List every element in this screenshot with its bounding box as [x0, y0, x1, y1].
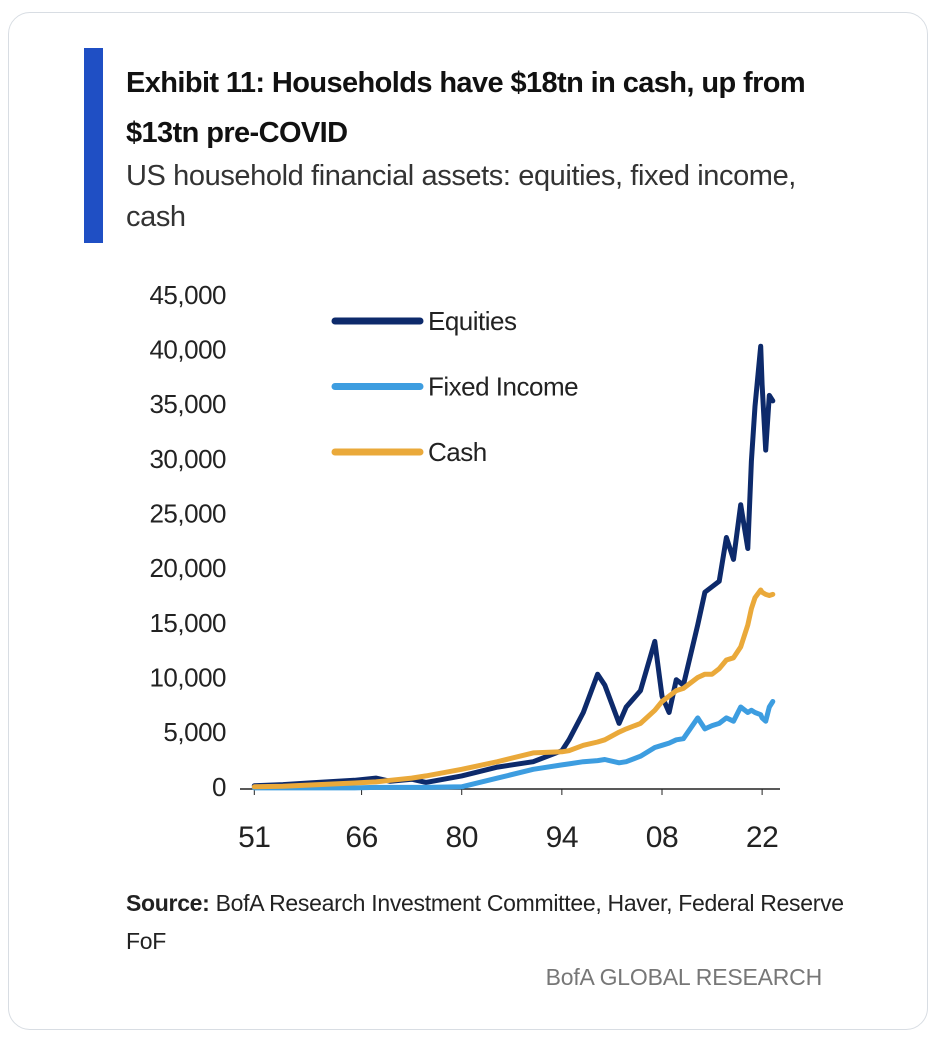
series-line: [251, 343, 776, 789]
y-tick-label: 15,000: [149, 608, 226, 638]
chart-subtitle: US household financial assets: equities,…: [126, 160, 796, 233]
y-tick-label: 5,000: [163, 717, 226, 747]
x-tick-label: 08: [646, 821, 678, 854]
chart-title: Exhibit 11: Households have $18tn in cas…: [126, 67, 806, 149]
x-tick-label: 80: [446, 821, 478, 854]
series-line: [251, 699, 776, 791]
y-tick-label: 40,000: [149, 335, 226, 365]
legend-label: Cash: [428, 437, 487, 467]
x-tick-label: 51: [238, 821, 270, 854]
source-label: Source:: [126, 890, 210, 916]
source-note: Source: BofA Research Investment Committ…: [126, 884, 846, 960]
y-tick-label: 10,000: [149, 663, 226, 693]
accent-bar: [84, 48, 103, 243]
y-tick-label: 20,000: [149, 553, 226, 583]
card: [8, 12, 928, 1030]
x-tick-label: 94: [546, 821, 578, 854]
legend-label: Fixed Income: [428, 371, 578, 401]
y-tick-label: 0: [212, 772, 226, 802]
y-tick-label: 35,000: [149, 389, 226, 419]
series-line: [251, 587, 776, 790]
source-text: BofA Research Investment Committee, Have…: [126, 890, 844, 954]
legend-label: Equities: [428, 306, 517, 336]
branding: BofA GLOBAL RESEARCH: [545, 964, 823, 990]
x-tick-label: 66: [345, 821, 377, 854]
y-tick-label: 45,000: [149, 280, 226, 310]
y-tick-label: 30,000: [149, 444, 226, 474]
x-tick-label: 22: [746, 821, 778, 854]
y-tick-label: 25,000: [149, 499, 226, 529]
